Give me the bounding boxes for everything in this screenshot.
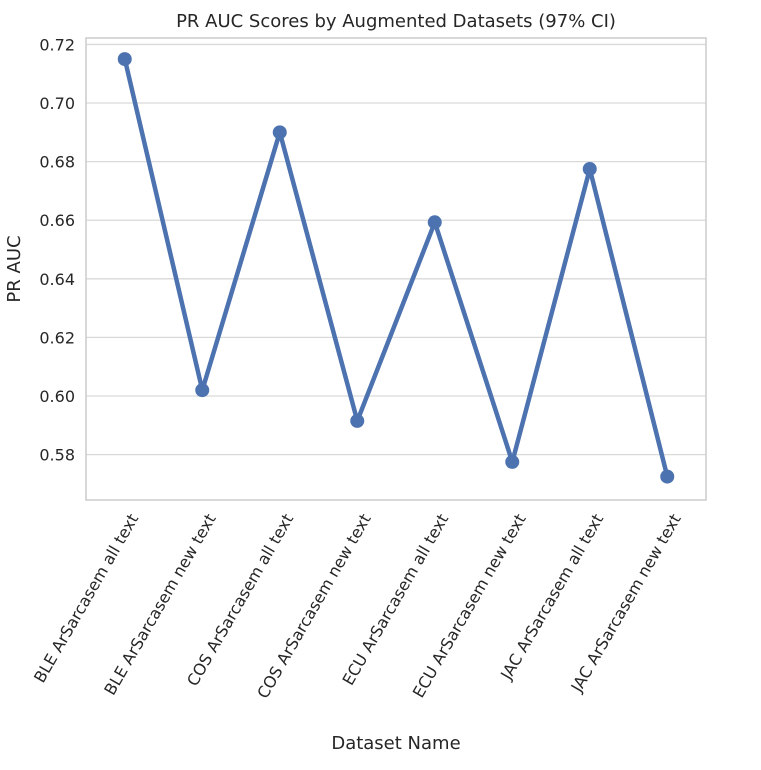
y-tick-label: 0.62 bbox=[39, 328, 75, 347]
data-point bbox=[505, 454, 520, 469]
y-axis-label: PR AUC bbox=[4, 235, 25, 302]
y-axis-ticks: 0.58 0.60 0.62 0.64 0.66 0.68 0.70 0.72 bbox=[39, 35, 75, 464]
data-point bbox=[582, 161, 597, 176]
gridlines bbox=[86, 43, 706, 456]
data-point bbox=[195, 383, 210, 398]
data-point bbox=[117, 52, 132, 67]
y-tick-label: 0.72 bbox=[39, 35, 75, 54]
x-axis-label: Dataset Name bbox=[331, 733, 460, 754]
plot-frame bbox=[85, 37, 707, 501]
y-tick-label: 0.66 bbox=[39, 211, 75, 230]
y-tick-label: 0.68 bbox=[39, 153, 75, 172]
data-point bbox=[350, 413, 365, 428]
y-tick-label: 0.70 bbox=[39, 94, 75, 113]
series-line bbox=[122, 56, 670, 479]
chart-title: PR AUC Scores by Augmented Datasets (97%… bbox=[176, 11, 616, 32]
y-tick-label: 0.64 bbox=[39, 270, 75, 289]
data-point bbox=[272, 125, 287, 140]
data-point bbox=[660, 469, 675, 484]
y-tick-label: 0.60 bbox=[39, 387, 75, 406]
y-tick-label: 0.58 bbox=[39, 446, 75, 465]
data-point bbox=[427, 215, 442, 230]
series-layer bbox=[117, 52, 675, 484]
